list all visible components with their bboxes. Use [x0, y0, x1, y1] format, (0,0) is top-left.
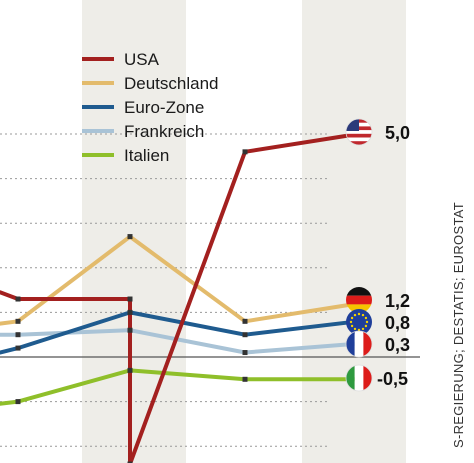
eu-star	[350, 316, 354, 320]
data-point	[242, 318, 248, 324]
data-point	[127, 234, 133, 240]
legend-label-frankreich: Frankreich	[124, 122, 204, 141]
usa-flag-icon	[345, 118, 373, 146]
data-point	[242, 149, 248, 155]
data-point	[15, 296, 21, 302]
data-point	[242, 332, 248, 338]
germany-flag-icon	[346, 287, 372, 313]
data-point	[242, 376, 248, 382]
shaded-columns	[82, 0, 406, 463]
eu-star	[349, 320, 353, 324]
source-note: S-REGIERUNG; DESTATIS; EUROSTAT	[451, 202, 466, 448]
shaded-column-1	[82, 0, 186, 463]
eu-star	[350, 324, 354, 328]
end-label-italien: -0,5	[377, 369, 408, 389]
eu-star	[353, 327, 357, 331]
data-point	[15, 318, 21, 324]
gridlines	[0, 133, 330, 447]
france-flag-icon	[345, 330, 373, 358]
legend-label-usa: USA	[124, 50, 160, 69]
data-point	[127, 327, 133, 333]
data-point	[127, 296, 133, 302]
eu-flag-icon	[346, 309, 372, 335]
eu-star	[364, 324, 368, 328]
data-points	[15, 149, 248, 463]
legend-label-euro-zone: Euro-Zone	[124, 98, 204, 117]
data-point	[15, 345, 21, 351]
end-label-usa: 5,0	[385, 123, 410, 143]
data-point	[15, 399, 21, 405]
data-point	[242, 350, 248, 356]
data-point	[127, 309, 133, 315]
eu-star	[361, 313, 365, 317]
italy-flag-icon	[345, 364, 373, 392]
end-label-deutschland: 1,2	[385, 291, 410, 311]
end-flags	[345, 118, 373, 392]
series-line-usa	[0, 132, 360, 463]
eu-star	[364, 316, 368, 320]
legend-label-deutschland: Deutschland	[124, 74, 219, 93]
eu-star	[357, 328, 361, 332]
legend-label-italien: Italien	[124, 146, 169, 165]
end-label-frankreich: 0,3	[385, 335, 410, 355]
eu-star	[361, 327, 365, 331]
legend: USA Deutschland Euro-Zone Frankreich Italien	[82, 50, 219, 165]
data-point	[127, 461, 133, 463]
eu-star	[357, 312, 361, 316]
eu-star	[353, 313, 357, 317]
end-label-euro-zone: 0,8	[385, 313, 410, 333]
data-point	[15, 332, 21, 338]
shaded-column-2	[302, 0, 406, 463]
eu-star	[365, 320, 369, 324]
data-point	[127, 367, 133, 373]
